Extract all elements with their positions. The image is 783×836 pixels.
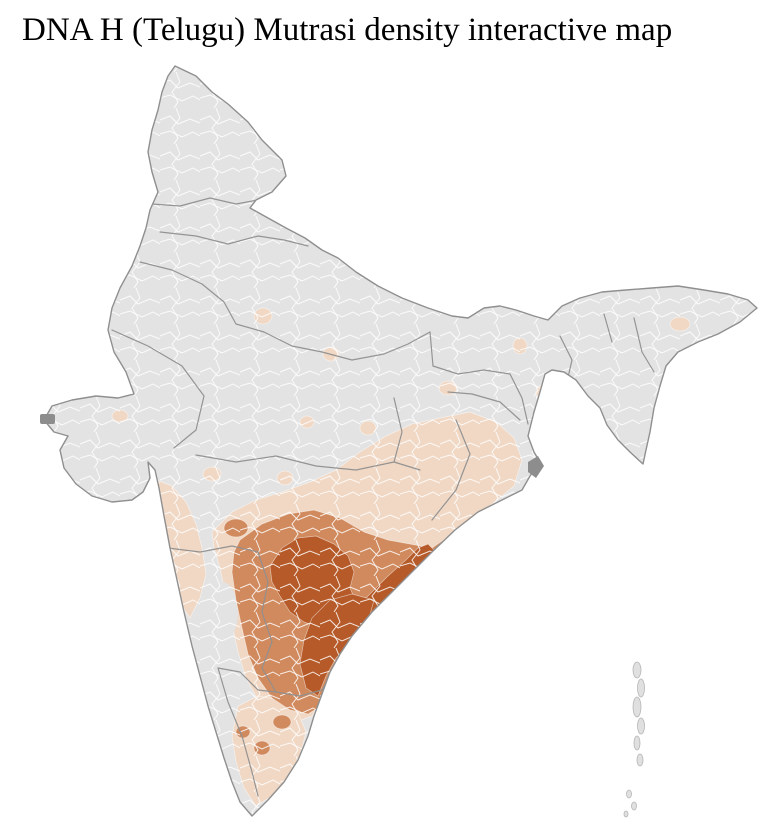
india-outline <box>43 65 758 817</box>
state-borders <box>111 197 655 797</box>
page-title: DNA H (Telugu) Mutrasi density interacti… <box>22 12 673 48</box>
urban-area-marker-west[interactable] <box>40 414 55 424</box>
district-borders-overlay <box>44 66 757 816</box>
urban-area-marker-kolkata[interactable] <box>528 456 544 478</box>
andaman-nicobar-islands[interactable] <box>623 661 645 818</box>
